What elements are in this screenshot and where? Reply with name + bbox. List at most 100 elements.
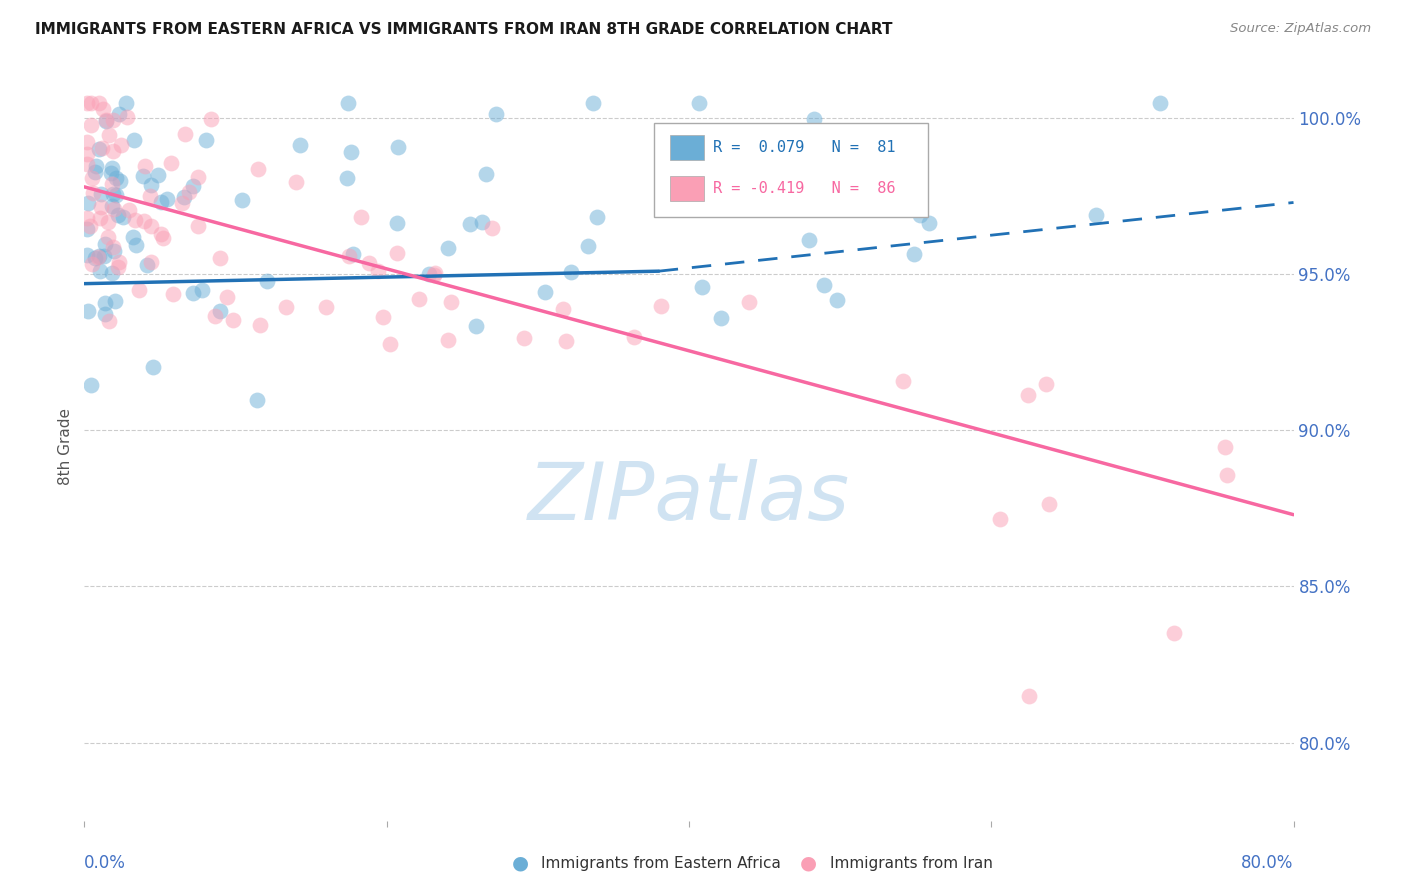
Point xyxy=(481,221,503,235)
Point xyxy=(910,208,932,222)
Point xyxy=(162,287,184,301)
Point xyxy=(191,283,214,297)
Point xyxy=(76,147,98,161)
Point xyxy=(128,283,150,297)
Point xyxy=(152,231,174,245)
Point xyxy=(76,95,98,110)
Point xyxy=(231,194,253,208)
Point xyxy=(107,208,129,222)
Point xyxy=(103,112,125,127)
Point xyxy=(131,169,153,183)
Point xyxy=(813,278,835,293)
Point xyxy=(256,273,278,287)
Point xyxy=(1084,208,1107,222)
Point xyxy=(194,133,217,147)
Point xyxy=(139,188,162,202)
Point xyxy=(891,374,914,388)
Point xyxy=(103,202,125,216)
Point xyxy=(94,114,117,128)
Point xyxy=(134,213,156,227)
Point xyxy=(103,244,125,259)
Text: IMMIGRANTS FROM EASTERN AFRICA VS IMMIGRANTS FROM IRAN 8TH GRADE CORRELATION CHA: IMMIGRANTS FROM EASTERN AFRICA VS IMMIGR… xyxy=(35,22,893,37)
Point xyxy=(436,241,458,255)
Point xyxy=(100,199,122,213)
Point xyxy=(209,304,232,318)
Point xyxy=(187,169,209,184)
Point xyxy=(101,186,124,201)
Point xyxy=(139,255,162,269)
Point xyxy=(1163,626,1185,640)
Point xyxy=(200,112,222,126)
Point xyxy=(136,258,159,272)
Point xyxy=(825,293,848,307)
Point xyxy=(111,210,134,224)
Point xyxy=(101,161,124,175)
Point xyxy=(76,221,98,235)
Point xyxy=(80,95,103,110)
Point xyxy=(104,170,127,185)
Point xyxy=(77,304,100,318)
Point xyxy=(83,165,105,179)
Point xyxy=(903,246,925,260)
Point xyxy=(148,168,170,182)
Point xyxy=(692,280,714,294)
Point xyxy=(124,133,146,147)
Point xyxy=(222,313,245,327)
Point xyxy=(423,266,446,280)
Point xyxy=(104,188,127,202)
Point xyxy=(1018,689,1040,703)
Point xyxy=(422,268,444,282)
Point xyxy=(118,203,141,218)
Text: R = -0.419   N =  86: R = -0.419 N = 86 xyxy=(713,181,896,196)
Point xyxy=(80,171,103,186)
Point xyxy=(94,307,117,321)
Point xyxy=(1038,497,1060,511)
Point xyxy=(513,331,536,345)
Text: ●: ● xyxy=(512,854,529,873)
Point xyxy=(373,310,395,324)
Point xyxy=(378,336,401,351)
Point xyxy=(315,300,337,314)
Point xyxy=(183,178,205,193)
Point xyxy=(124,212,146,227)
Point xyxy=(91,102,114,116)
Point xyxy=(91,141,114,155)
Point xyxy=(90,200,112,214)
Point xyxy=(76,211,98,225)
Point xyxy=(87,250,110,264)
Point xyxy=(359,256,381,270)
Point xyxy=(110,173,132,187)
Point xyxy=(89,211,111,226)
Point xyxy=(80,118,103,132)
Point xyxy=(139,219,162,233)
Point xyxy=(246,392,269,407)
Point xyxy=(89,95,111,110)
Point xyxy=(170,195,193,210)
Point xyxy=(209,251,232,265)
Point xyxy=(93,249,115,263)
Point xyxy=(101,240,124,254)
Point xyxy=(533,285,555,299)
Point xyxy=(94,112,117,127)
Point xyxy=(350,211,373,225)
Text: Immigrants from Eastern Africa: Immigrants from Eastern Africa xyxy=(541,856,782,871)
Point xyxy=(89,264,111,278)
Point xyxy=(82,186,104,200)
Point xyxy=(988,512,1011,526)
Point xyxy=(803,112,825,126)
Point xyxy=(288,138,311,153)
Point xyxy=(215,291,238,305)
Point xyxy=(437,333,460,347)
Point xyxy=(108,254,131,268)
Point xyxy=(1216,467,1239,482)
Point xyxy=(337,249,360,263)
Point xyxy=(623,329,645,343)
Point xyxy=(76,196,98,211)
Point xyxy=(1017,388,1039,402)
Point xyxy=(94,296,117,310)
Point xyxy=(80,377,103,392)
Point xyxy=(738,295,761,310)
Point xyxy=(84,251,107,265)
Text: R =  0.079   N =  81: R = 0.079 N = 81 xyxy=(713,140,896,155)
Point xyxy=(582,95,605,110)
